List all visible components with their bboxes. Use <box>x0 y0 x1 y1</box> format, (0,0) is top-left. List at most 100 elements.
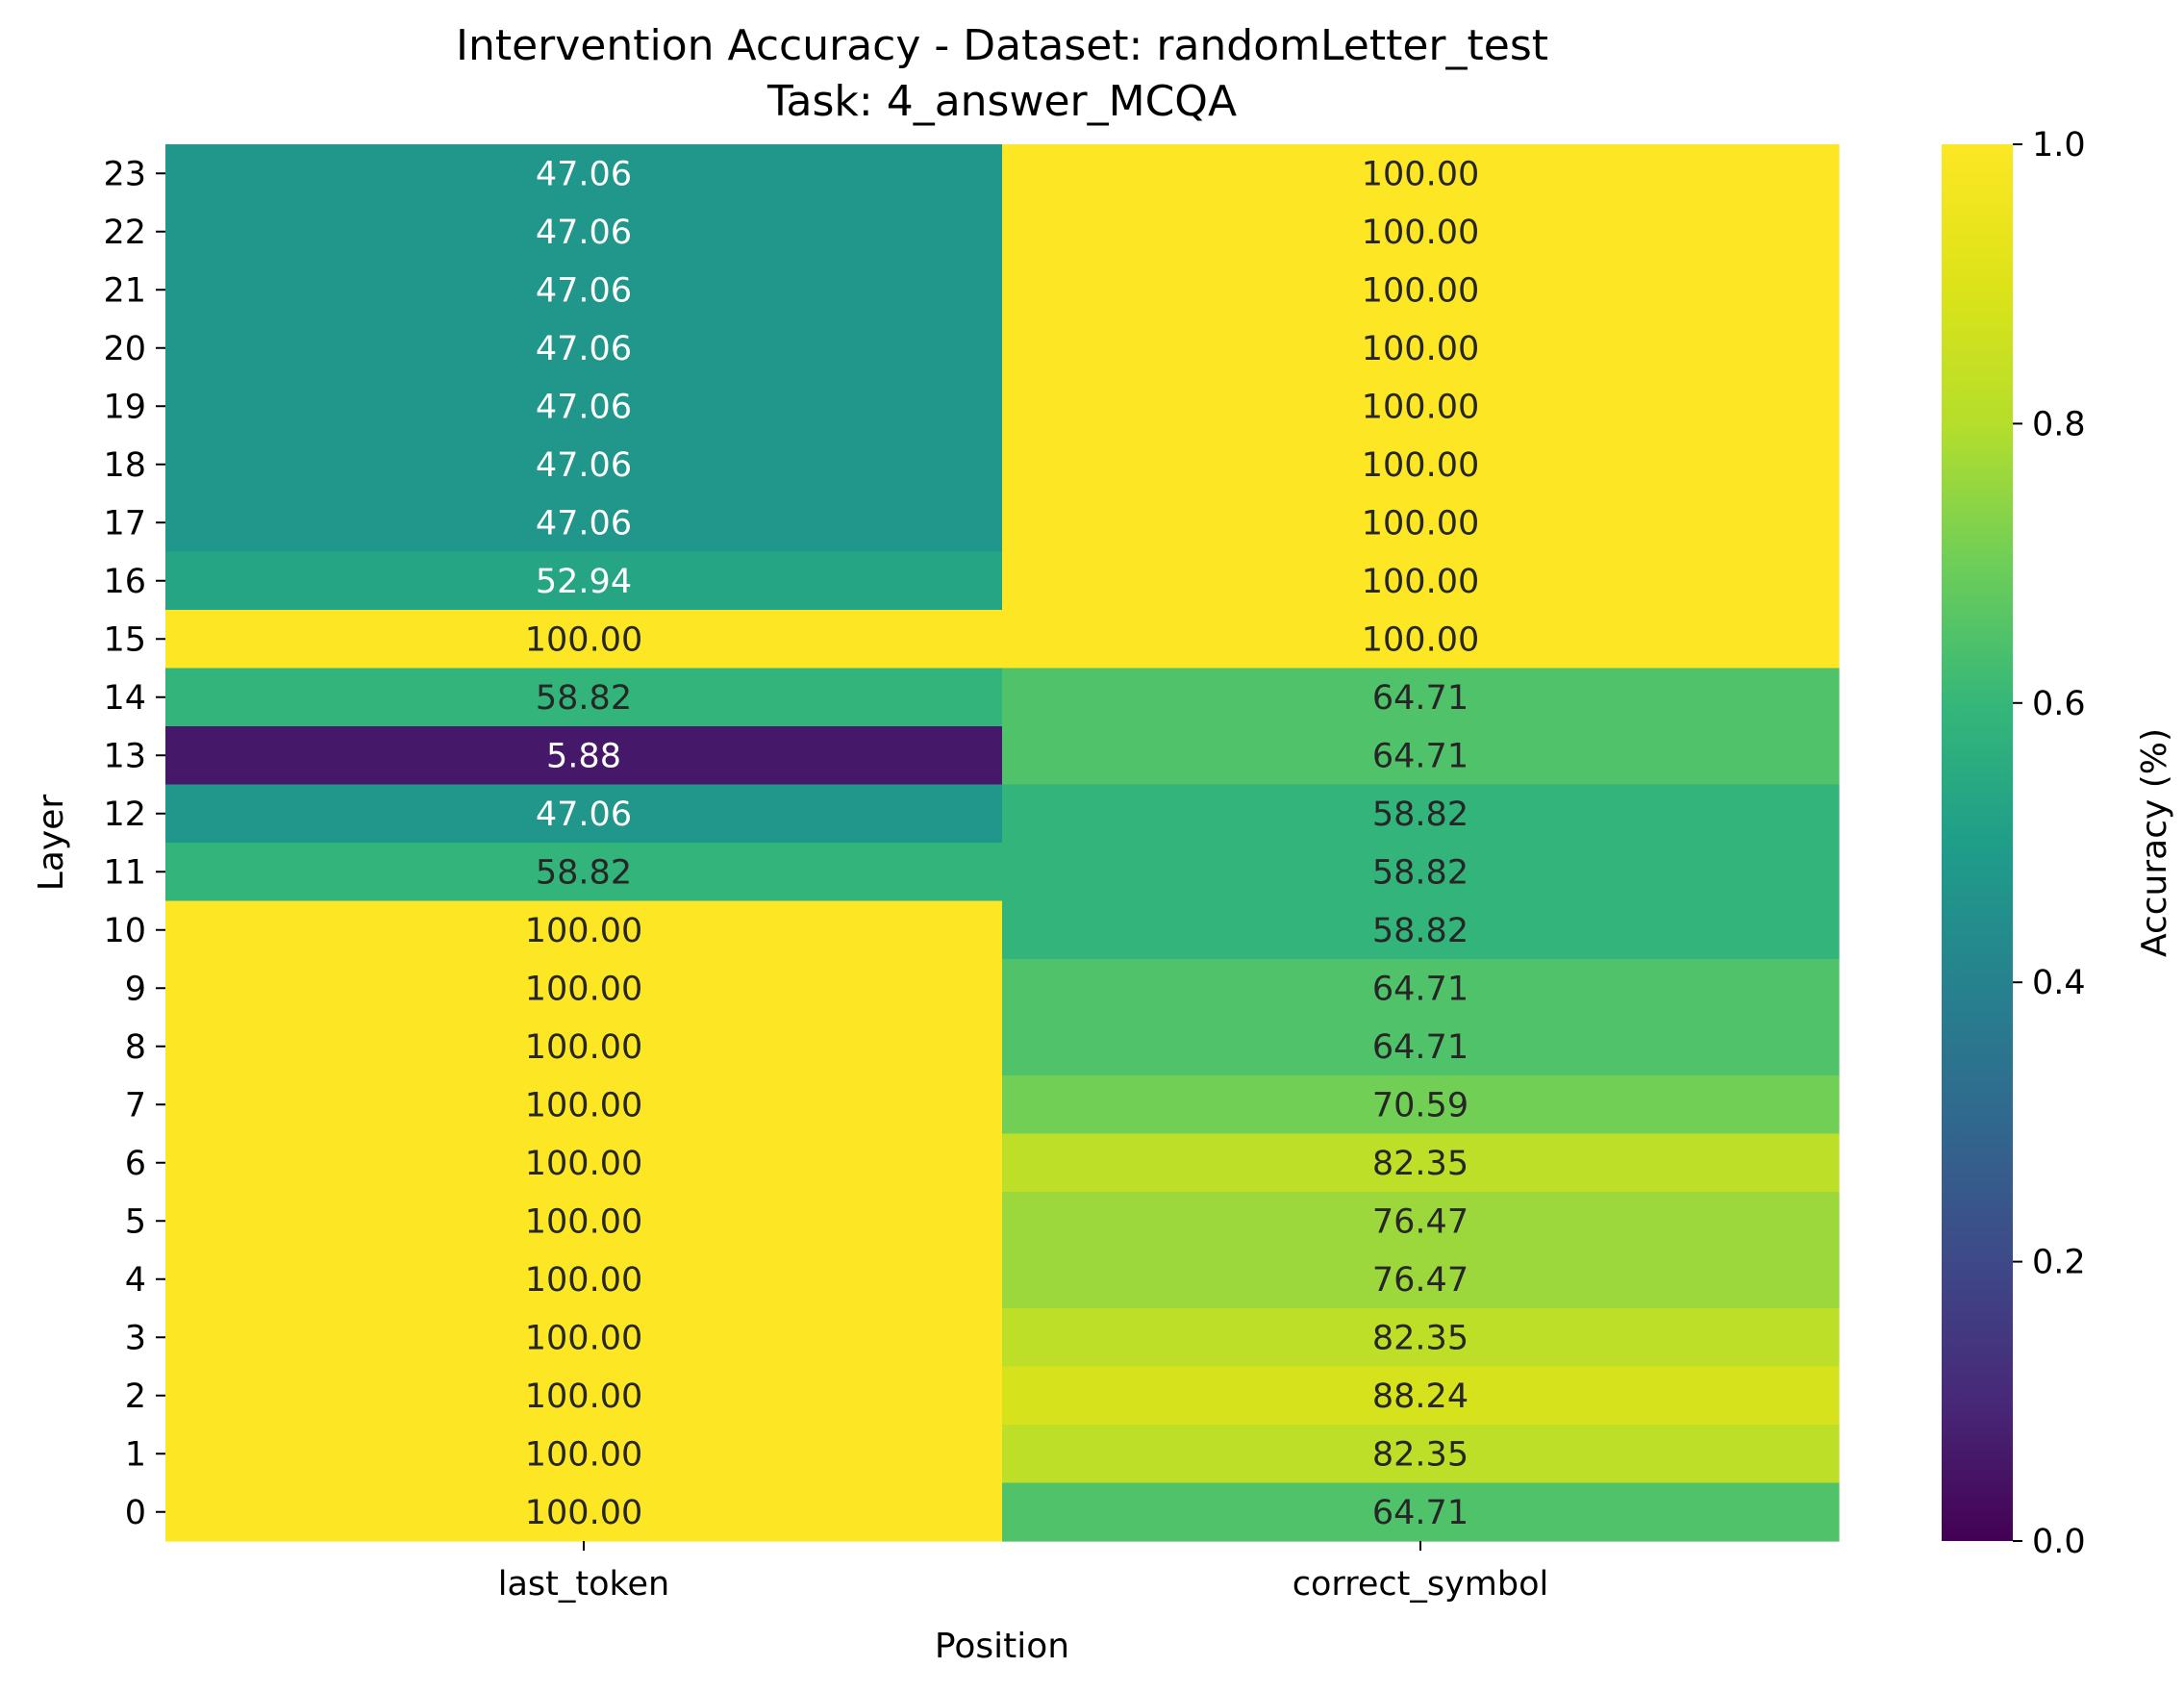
y-tick-label: 6 <box>125 1145 146 1183</box>
colorbar-label: Accuracy (%) <box>2135 728 2174 957</box>
y-tick-label: 14 <box>103 679 146 718</box>
cell-value-label: 100.00 <box>1362 620 1479 659</box>
cell-value-label: 58.82 <box>1372 796 1469 834</box>
heatmap-cell <box>1002 1075 1840 1135</box>
cell-value-label: 82.35 <box>1372 1145 1469 1183</box>
cell-value-label: 64.71 <box>1372 970 1469 1008</box>
y-tick-label: 15 <box>103 620 146 659</box>
cell-value-label: 47.06 <box>536 155 632 193</box>
cell-value-label: 100.00 <box>1362 330 1479 368</box>
heatmap-cell <box>165 668 1003 727</box>
heatmap-cell <box>165 1425 1003 1484</box>
cell-value-label: 100.00 <box>525 620 642 659</box>
cell-value-label: 100.00 <box>525 1028 642 1067</box>
cell-value-label: 100.00 <box>525 1319 642 1357</box>
heatmap-cell <box>1002 144 1840 204</box>
cell-value-label: 88.24 <box>1372 1377 1469 1416</box>
heatmap-cell <box>1002 1366 1840 1426</box>
heatmap-cell <box>165 610 1003 670</box>
y-tick-label: 13 <box>103 737 146 775</box>
heatmap-cell <box>165 959 1003 1019</box>
cell-value-label: 58.82 <box>1372 853 1469 892</box>
cell-value-label: 47.06 <box>536 446 632 485</box>
y-tick-label: 7 <box>125 1086 146 1124</box>
cell-value-label: 64.71 <box>1372 679 1469 718</box>
colorbar-tick-label: 1.0 <box>2032 126 2086 164</box>
heatmap-cell <box>165 726 1003 786</box>
y-tick-label: 4 <box>125 1261 146 1300</box>
cell-value-label: 82.35 <box>1372 1319 1469 1357</box>
cell-value-label: 100.00 <box>525 1202 642 1241</box>
heatmap-cell <box>1002 1017 1840 1076</box>
cell-value-label: 100.00 <box>1362 214 1479 252</box>
heatmap-cell <box>1002 843 1840 902</box>
y-tick-label: 8 <box>125 1028 146 1067</box>
y-axis-label: Layer <box>32 795 71 892</box>
heatmap-cell <box>165 318 1003 378</box>
cell-value-label: 100.00 <box>1362 388 1479 426</box>
cell-value-label: 47.06 <box>536 271 632 310</box>
heatmap-cell <box>1002 377 1840 437</box>
heatmap-cell-labels: 47.06 100.00 47.06 100.00 47.06 100.00 47.06 10… <box>525 155 1479 1532</box>
y-tick-label: 3 <box>125 1319 146 1357</box>
cell-value-label: 76.47 <box>1372 1202 1469 1241</box>
cell-value-label: 5.88 <box>546 737 621 775</box>
colorbar-tick-label: 0.6 <box>2032 685 2086 723</box>
cell-value-label: 100.00 <box>1362 271 1479 310</box>
colorbar-tick-label: 0.0 <box>2032 1523 2086 1561</box>
heatmap-cell <box>165 784 1003 844</box>
heatmap-cell <box>165 493 1003 553</box>
heatmap-cell <box>1002 900 1840 960</box>
cell-value-label: 47.06 <box>536 796 632 834</box>
heatmap-cell <box>165 900 1003 960</box>
y-tick-label: 11 <box>103 853 146 892</box>
cell-value-label: 64.71 <box>1372 1028 1469 1067</box>
cell-value-label: 76.47 <box>1372 1261 1469 1300</box>
x-tick-label: last_token <box>498 1565 670 1604</box>
heatmap-cell <box>1002 1425 1840 1484</box>
cell-value-label: 100.00 <box>525 1494 642 1532</box>
heatmap-cell <box>1002 784 1840 844</box>
heatmap-cell <box>165 1308 1003 1368</box>
heatmap-cell <box>165 1250 1003 1309</box>
heatmap-cell <box>1002 202 1840 262</box>
heatmap-cell <box>1002 493 1840 553</box>
heatmap-cell <box>1002 959 1840 1019</box>
heatmap-cell <box>165 1075 1003 1135</box>
cell-value-label: 82.35 <box>1372 1435 1469 1474</box>
x-axis-label: Position <box>935 1627 1069 1666</box>
y-tick-label: 19 <box>103 388 146 426</box>
cell-value-label: 64.71 <box>1372 1494 1469 1532</box>
cell-value-label: 100.00 <box>525 1435 642 1474</box>
cell-value-label: 100.00 <box>525 1261 642 1300</box>
colorbar-tick-label: 0.2 <box>2032 1244 2086 1282</box>
heatmap-cell <box>1002 610 1840 670</box>
x-axis-ticks: last_token correct_symbol <box>498 1541 1548 1604</box>
heatmap-cell <box>165 377 1003 437</box>
cell-value-label: 100.00 <box>525 912 642 950</box>
heatmap-cell <box>1002 668 1840 727</box>
cell-value-label: 52.94 <box>536 563 632 601</box>
heatmap-cell <box>165 1482 1003 1542</box>
heatmap-cell <box>1002 551 1840 611</box>
y-tick-label: 10 <box>103 912 146 950</box>
y-tick-label: 17 <box>103 504 146 543</box>
y-tick-label: 18 <box>103 446 146 485</box>
chart-title: Intervention Accuracy - Dataset: randomL… <box>456 21 1548 70</box>
cell-value-label: 70.59 <box>1372 1086 1469 1124</box>
y-tick-label: 0 <box>125 1494 146 1532</box>
cell-value-label: 58.82 <box>536 679 632 718</box>
heatmap-cell <box>165 551 1003 611</box>
cell-value-label: 47.06 <box>536 504 632 543</box>
heatmap-cell <box>1002 1482 1840 1542</box>
cell-value-label: 100.00 <box>525 970 642 1008</box>
y-tick-label: 21 <box>103 271 146 310</box>
y-tick-label: 20 <box>103 330 146 368</box>
x-tick-label: correct_symbol <box>1293 1565 1548 1604</box>
heatmap-cell <box>165 1366 1003 1426</box>
heatmap-cell <box>1002 726 1840 786</box>
heatmap-cell <box>1002 318 1840 378</box>
heatmap-cell <box>165 1017 1003 1076</box>
cell-value-label: 100.00 <box>1362 446 1479 485</box>
cell-value-label: 58.82 <box>1372 912 1469 950</box>
